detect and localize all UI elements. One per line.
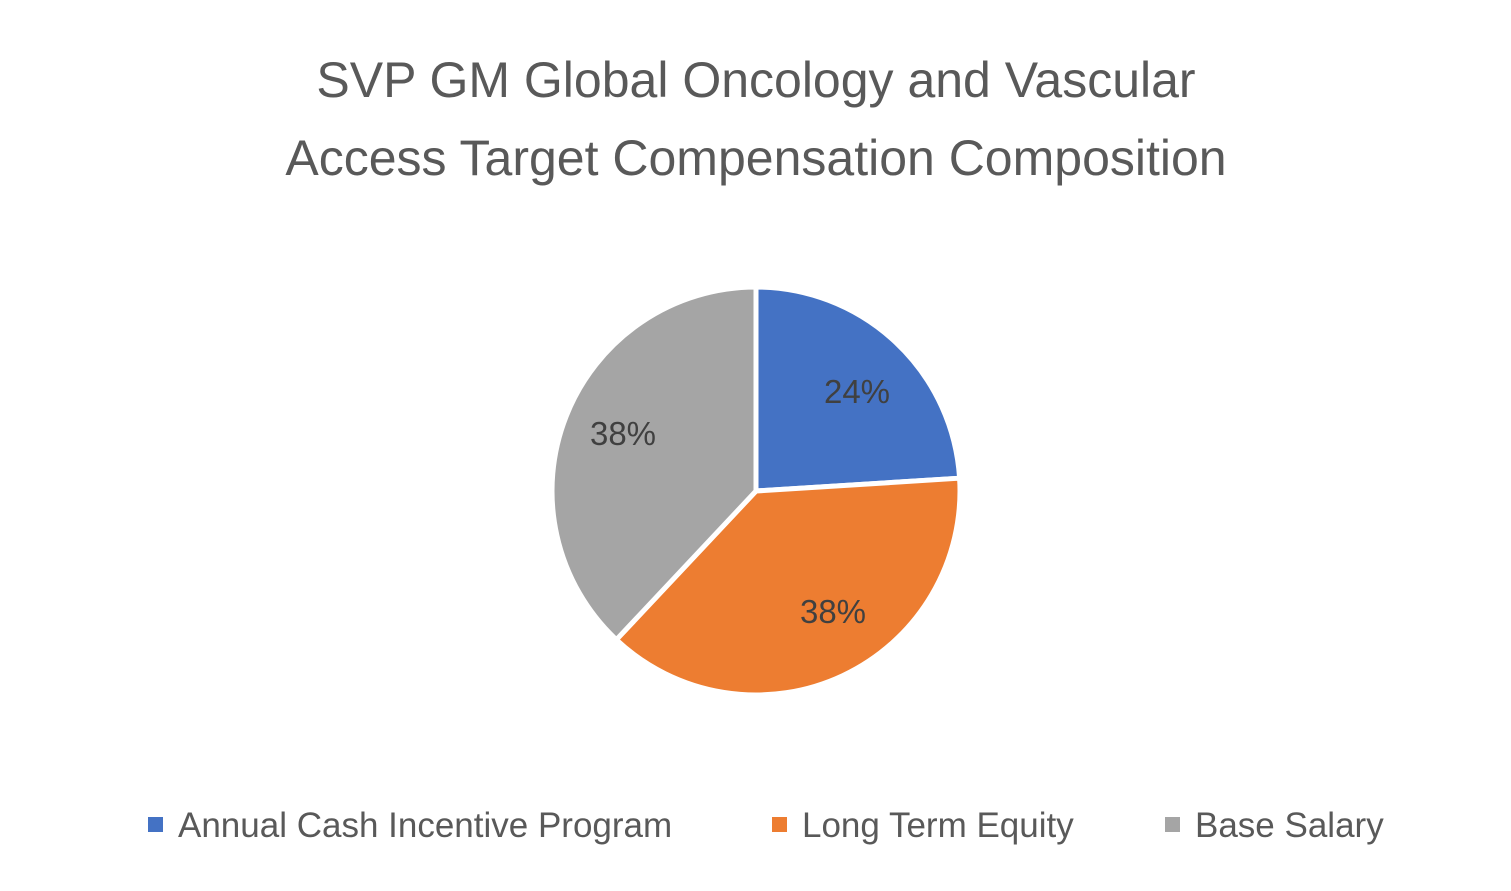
legend-swatch bbox=[148, 817, 163, 832]
pie-slice-long-term-equity bbox=[613, 475, 963, 698]
legend-swatch bbox=[772, 817, 787, 832]
legend-label: Base Salary bbox=[1195, 806, 1384, 845]
pie-slice-base-salary bbox=[549, 284, 759, 643]
chart-title-line-1: SVP GM Global Oncology and Vascular bbox=[316, 52, 1195, 108]
legend-label: Annual Cash Incentive Program bbox=[178, 806, 672, 845]
legend-label: Long Term Equity bbox=[802, 806, 1074, 845]
data-label: 24% bbox=[824, 373, 890, 410]
chart-title-line-2: Access Target Compensation Composition bbox=[285, 130, 1226, 186]
legend-swatch bbox=[1165, 817, 1180, 832]
pie-slice-annual-cash-incentive-program bbox=[753, 284, 963, 494]
data-label: 38% bbox=[800, 593, 866, 630]
legend: Annual Cash Incentive Program Long Term E… bbox=[148, 806, 1384, 845]
pie-slices bbox=[549, 284, 963, 698]
data-labels: 24% 38% 38% bbox=[590, 373, 890, 630]
data-label: 38% bbox=[590, 415, 656, 452]
